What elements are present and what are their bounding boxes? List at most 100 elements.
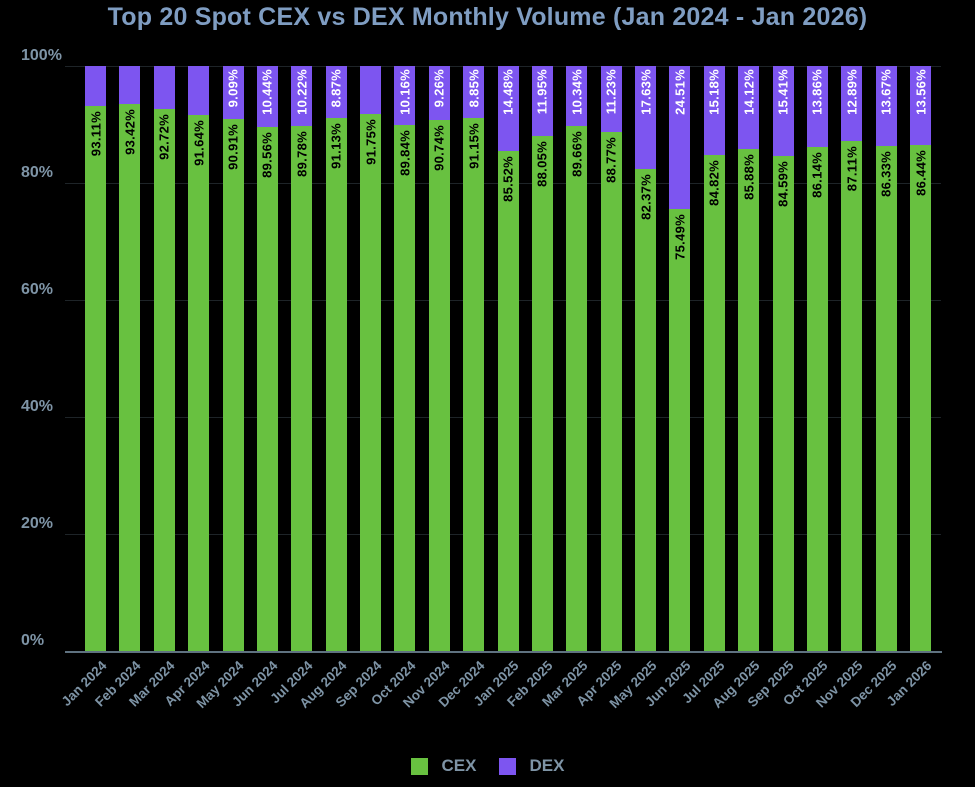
bar-may-2024: 9.09% 90.91% — [222, 66, 244, 651]
bar-label-dex: 10.44% — [259, 69, 275, 115]
bar-segment-dex — [841, 66, 863, 142]
bar-segment-cex — [635, 169, 656, 651]
bar-label-cex: 91.15% — [466, 122, 482, 169]
bar-sep-2025: 15.41% 84.59% — [772, 66, 794, 651]
bar-label-cex: 75.49% — [672, 214, 688, 261]
bar-label-dex: 14.48% — [500, 69, 516, 115]
bar-segment-cex — [669, 209, 691, 651]
legend-label: DEX — [529, 756, 565, 775]
legend-item-cex: CEX — [410, 756, 477, 776]
bar-label-cex: 86.14% — [809, 152, 825, 198]
bar-label-dex: 13.86% — [809, 69, 825, 115]
bar-label-cex: 84.59% — [775, 161, 791, 208]
bar-segment-dex — [806, 66, 828, 148]
bar-label-dex: 14.12% — [741, 69, 757, 115]
bar-segment-cex — [360, 114, 381, 651]
bar-feb-2024: 93.42% — [119, 66, 141, 651]
bar-segment-cex — [188, 114, 210, 651]
bar-label-dex: 15.41% — [775, 69, 791, 115]
bar-feb-2025: 11.95% 88.05% — [531, 66, 553, 651]
bar-segment-dex — [119, 66, 141, 105]
bar-label-cex: 90.91% — [225, 124, 241, 171]
y-tick-label: 0% — [21, 632, 45, 649]
bar-segment-cex — [703, 154, 725, 651]
bar-label-cex: 93.42% — [122, 109, 138, 156]
legend-label: CEX — [441, 756, 477, 775]
bar-label-dex: 10.34% — [569, 69, 585, 115]
bar-jun-2024: 10.44% 89.56% — [256, 66, 278, 651]
bar-segment-cex — [222, 119, 244, 651]
bar-label-dex: 9.09% — [225, 69, 241, 108]
bar-segment-cex — [531, 135, 553, 651]
bar-jan-2026: 13.56% 86.44% — [910, 66, 931, 651]
bar-label-cex: 89.84% — [397, 130, 413, 177]
bar-jan-2024: 93.11% — [85, 66, 106, 651]
bar-segment-cex — [119, 104, 141, 651]
legend: CEX DEX — [0, 756, 975, 776]
bar-segment-dex — [394, 66, 416, 126]
bar-label-cex: 89.56% — [259, 132, 275, 178]
bar-segment-cex — [256, 127, 278, 651]
x-axis-line — [65, 651, 942, 653]
bar-label-dex: 15.18% — [706, 69, 722, 115]
bar-segment-dex — [669, 66, 691, 210]
bar-oct-2024: 10.16% 89.84% — [394, 66, 416, 651]
bar-segment-dex — [772, 66, 794, 157]
y-tick-label: 60% — [21, 281, 54, 298]
bar-label-cex: 84.82% — [706, 159, 722, 206]
bar-segment-dex — [325, 66, 347, 118]
bar-segment-cex — [910, 145, 931, 651]
bar-label-dex: 10.16% — [397, 69, 413, 115]
bar-segment-dex — [875, 66, 897, 146]
bar-segment-dex — [566, 66, 588, 127]
bar-segment-cex — [291, 125, 313, 651]
bar-label-cex: 86.33% — [878, 150, 894, 197]
bar-label-dex: 8.85% — [466, 69, 482, 108]
bar-mar-2024: 92.72% — [153, 66, 175, 651]
bar-segment-dex — [85, 66, 106, 107]
bar-label-cex: 85.88% — [741, 153, 757, 200]
bar-label-cex: 88.05% — [534, 140, 550, 187]
bar-segment-cex — [463, 117, 485, 651]
bar-label-cex: 92.72% — [156, 113, 172, 160]
y-tick-label: 80% — [21, 164, 54, 181]
bar-label-dex: 12.89% — [844, 69, 860, 115]
bar-label-cex: 89.78% — [294, 130, 310, 177]
bar-nov-2025: 12.89% 87.11% — [841, 66, 863, 651]
bar-segment-cex — [85, 106, 106, 651]
bar-label-dex: 24.51% — [672, 69, 688, 115]
bar-segment-cex — [738, 148, 760, 651]
y-tick-label: 20% — [21, 515, 54, 532]
legend-swatch-cex — [410, 757, 428, 775]
bar-jun-2025: 24.51% 75.49% — [669, 66, 691, 651]
bar-jul-2025: 15.18% 84.82% — [703, 66, 725, 651]
bar-label-cex: 91.13% — [328, 122, 344, 169]
bar-label-dex: 8.87% — [328, 69, 344, 108]
bar-segment-dex — [188, 66, 210, 115]
bar-sep-2024: 91.75% — [360, 66, 381, 651]
bar-aug-2024: 8.87% 91.13% — [325, 66, 347, 651]
bar-dec-2024: 8.85% 91.15% — [463, 66, 485, 651]
bar-segment-cex — [325, 117, 347, 651]
bar-segment-cex — [497, 150, 519, 651]
bar-may-2025: 17.63% 82.37% — [635, 66, 656, 651]
bar-segment-dex — [635, 66, 656, 170]
bar-nov-2024: 9.26% 90.74% — [428, 66, 450, 651]
bar-label-dex: 11.95% — [534, 69, 550, 115]
bar-segment-cex — [772, 156, 794, 651]
bar-label-cex: 88.77% — [603, 136, 619, 183]
bar-mar-2025: 10.34% 89.66% — [566, 66, 588, 651]
bar-label-cex: 90.74% — [431, 125, 447, 172]
bar-segment-dex — [222, 66, 244, 120]
chart-title: Top 20 Spot CEX vs DEX Monthly Volume (J… — [107, 3, 868, 31]
bar-label-dex: 9.26% — [431, 69, 447, 108]
bar-segment-dex — [428, 66, 450, 121]
bar-segment-dex — [463, 66, 485, 118]
bar-label-cex: 82.37% — [638, 174, 653, 221]
bar-label-cex: 85.52% — [500, 155, 516, 202]
plot-area: 93.11% 93.42% 92.72% 91.64% 9.09% 90.91% 10.44… — [85, 66, 931, 651]
bar-label-dex: 11.23% — [603, 69, 619, 115]
bar-segment-dex — [360, 66, 381, 115]
bar-segment-cex — [875, 145, 897, 651]
bar-segment-cex — [566, 126, 588, 651]
